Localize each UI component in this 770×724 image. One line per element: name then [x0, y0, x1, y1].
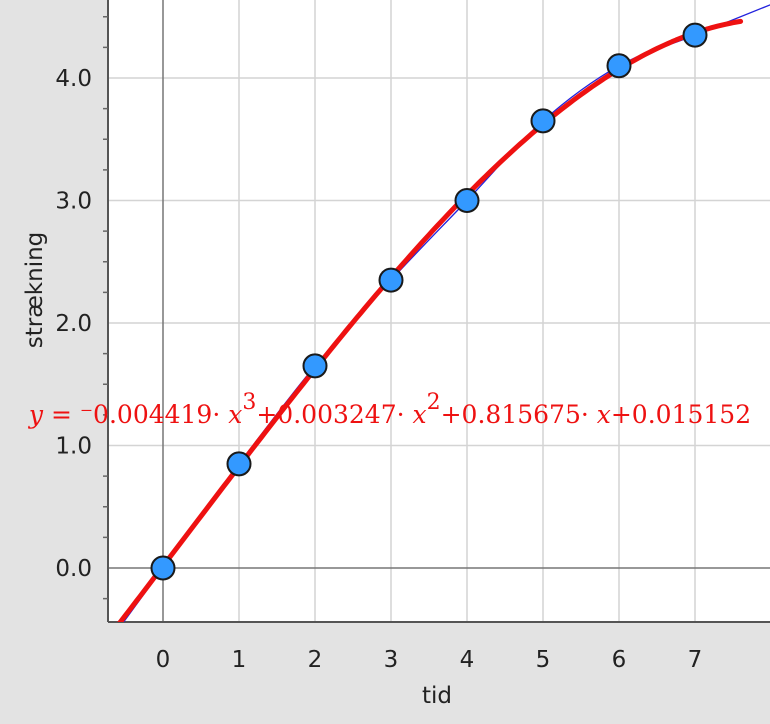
data-point: [302, 353, 328, 379]
eq-var-x-squared: x: [413, 400, 427, 429]
eq-coef-c: +0.815675·: [441, 400, 597, 429]
y-tick-labels: 0.0 1.0 2.0 3.0 4.0: [55, 66, 92, 582]
x-tick-label: 3: [384, 647, 399, 673]
vertical-gridlines: [238, 0, 696, 622]
eq-coef-d: +0.015152: [611, 400, 751, 429]
x-tick-label: 5: [536, 647, 551, 673]
y-tick-label: 4.0: [55, 66, 92, 92]
data-point: [150, 555, 176, 581]
eq-exp-3: 3: [242, 390, 256, 415]
eq-y-part: y =: [28, 400, 80, 429]
plot-area: [108, 0, 770, 622]
data-point: [606, 53, 632, 79]
data-point: [530, 108, 556, 134]
eq-var-x: x: [597, 400, 611, 429]
data-point: [226, 451, 252, 477]
y-minor-ticks: [103, 16, 108, 600]
y-tick-label: 3.0: [55, 189, 92, 215]
eq-var-x-cubed: x: [228, 400, 242, 429]
x-tick-label: 6: [612, 647, 627, 673]
horizontal-gridlines: [108, 77, 770, 447]
x-tick-label: 1: [232, 647, 247, 673]
x-axis-title: tid: [422, 683, 452, 709]
eq-coef-b: +0.003247·: [256, 400, 412, 429]
x-tick-label: 7: [688, 647, 703, 673]
y-tick-label: 0.0: [55, 556, 92, 582]
eq-coef-a: ⁻0.004419·: [80, 400, 228, 429]
data-points: [150, 22, 708, 581]
x-tick-label: 2: [308, 647, 323, 673]
x-tick-label: 4: [460, 647, 475, 673]
y-axis-title: strækning: [22, 232, 48, 349]
data-point: [454, 188, 480, 213]
x-tick-labels: 0 1 2 3 4 5 6 7: [156, 647, 703, 673]
y-tick-label: 2.0: [55, 311, 92, 337]
polynomial-fit-curve: [117, 18, 744, 622]
data-point: [682, 22, 708, 48]
x-tick-label: 0: [156, 647, 171, 673]
data-point: [378, 267, 404, 293]
y-tick-label: 1.0: [55, 434, 92, 460]
eq-exp-2: 2: [427, 390, 441, 415]
fit-equation-label: y = ⁻0.004419· x3+0.003247· x2+0.815675·…: [28, 390, 751, 429]
